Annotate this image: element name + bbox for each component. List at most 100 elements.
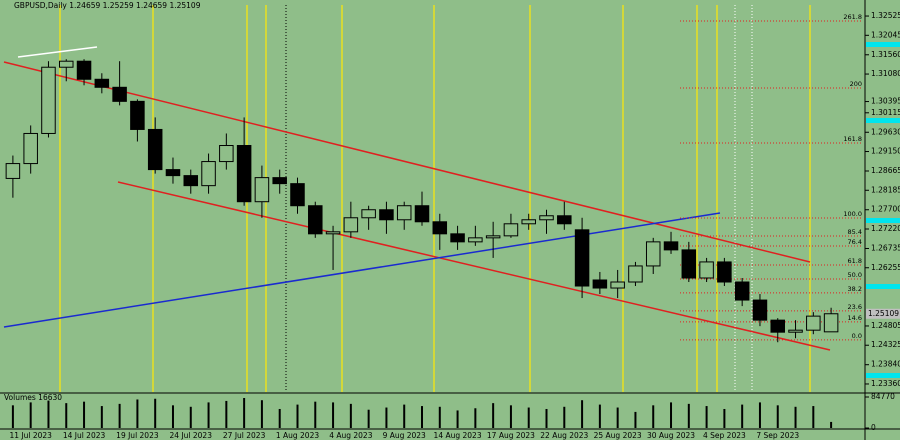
candle-body <box>503 223 519 237</box>
candle-body <box>130 100 145 130</box>
x-tick-label: 25 Aug 2023 <box>594 431 642 440</box>
candle-body <box>58 60 74 68</box>
candle-body <box>379 209 394 221</box>
candle-body <box>663 241 679 251</box>
price-box <box>866 308 900 319</box>
x-tick-label: 9 Aug 2023 <box>383 431 426 440</box>
candle-body <box>468 237 483 243</box>
channel-lower <box>117 181 831 351</box>
x-tick-label: 7 Sep 2023 <box>756 431 799 440</box>
y-tick-label: 1.31560 <box>871 50 900 59</box>
x-tick-label: 19 Jul 2023 <box>116 431 159 440</box>
candle-body <box>396 205 412 221</box>
candle-body <box>806 315 821 331</box>
candle-body <box>432 221 448 235</box>
candle-body <box>236 145 252 203</box>
candle-body <box>752 299 768 321</box>
candle-body <box>699 261 714 279</box>
y-tick-label: 1.29150 <box>871 147 900 156</box>
y-tick-label: 1.32045 <box>871 30 900 39</box>
x-tick-label: 22 Aug 2023 <box>540 431 588 440</box>
y-tick-label: 1.23360 <box>871 379 900 388</box>
channel-upper <box>3 61 811 263</box>
current-price: 1.25109 <box>868 309 899 318</box>
candle-body <box>681 249 697 279</box>
fib-label: 161.8 <box>843 135 862 143</box>
fib-label: 14.6 <box>848 314 862 322</box>
x-tick-label: 30 Aug 2023 <box>647 431 695 440</box>
y-tick-label: 1.28665 <box>871 166 900 175</box>
candle-body <box>823 313 839 333</box>
fib-label: 261.8 <box>843 13 862 21</box>
candle-body <box>539 215 554 221</box>
y-tick-label: 1.23840 <box>871 360 900 369</box>
fib-label: 85.4 <box>848 228 862 236</box>
candle-body <box>521 219 536 225</box>
x-tick-label: 14 Aug 2023 <box>434 431 482 440</box>
y-tick-label: 1.28185 <box>871 185 900 194</box>
session-lines <box>59 5 811 392</box>
candle-body <box>76 60 92 80</box>
candle-body <box>5 163 21 179</box>
candle-body <box>770 319 786 333</box>
x-tick-label: 4 Sep 2023 <box>703 431 746 440</box>
y-tick-label: 1.27700 <box>871 205 900 214</box>
candle-body <box>414 205 430 223</box>
fib-label: 50.0 <box>848 271 862 279</box>
y-tick-label: 1.26735 <box>871 243 900 252</box>
y-tick-label: 84770 <box>871 392 895 401</box>
candle-body <box>219 145 234 163</box>
candle-body <box>254 177 270 203</box>
candle-body <box>183 175 199 187</box>
candle-body <box>717 261 732 283</box>
y-tick-label: 1.24325 <box>871 340 900 349</box>
trend-line <box>3 212 721 328</box>
candle-body <box>592 279 608 289</box>
candle-body <box>485 235 501 239</box>
y-tick-label: 1.31080 <box>871 69 900 78</box>
candle-body <box>645 241 661 267</box>
candle-body <box>557 215 572 225</box>
x-tick-label: 1 Aug 2023 <box>276 431 319 440</box>
y-tick-label: 1.30395 <box>871 97 900 106</box>
candle-body <box>201 161 216 187</box>
candle-body <box>343 217 359 233</box>
candle-body <box>41 66 56 134</box>
white-trend-line <box>17 46 98 58</box>
y-tick-label: 1.32525 <box>871 11 900 20</box>
x-tick-label: 27 Jul 2023 <box>223 431 266 440</box>
candle-body <box>450 233 465 243</box>
fib-label: 23.6 <box>848 303 862 311</box>
fib-label: 100.0 <box>843 210 862 218</box>
candle-body <box>290 183 305 207</box>
candle-body <box>361 209 376 219</box>
x-tick-label: 11 Jul 2023 <box>9 431 52 440</box>
candle-body <box>23 132 38 165</box>
candle-body <box>165 169 181 177</box>
volume-title: Volumes 16630 <box>4 393 62 402</box>
candle-body <box>574 229 590 287</box>
fib-label: 76.4 <box>848 238 862 246</box>
fib-label: 0.0 <box>852 332 862 340</box>
fib-label: 38.2 <box>848 285 862 293</box>
fib-label: 200 <box>850 80 862 88</box>
x-tick-label: 17 Aug 2023 <box>487 431 535 440</box>
y-tick-label: 1.27220 <box>871 224 900 233</box>
candle-body <box>272 177 287 185</box>
y-tick-label: 0 <box>871 423 876 432</box>
candle-body <box>788 329 803 333</box>
candle-body <box>112 86 127 102</box>
candle-body <box>308 205 323 235</box>
chart-title: GBPUSD,Daily 1.24659 1.25259 1.24659 1.2… <box>14 1 201 10</box>
candle-body <box>610 281 625 289</box>
candle-body <box>628 265 643 283</box>
y-tick-label: 1.24805 <box>871 321 900 330</box>
y-tick-label: 1.30115 <box>871 108 900 117</box>
candle-body <box>147 128 163 171</box>
fib-label: 61.8 <box>848 257 862 265</box>
candle-body <box>94 78 110 88</box>
candle-body <box>325 231 341 235</box>
x-tick-label: 24 Jul 2023 <box>170 431 213 440</box>
